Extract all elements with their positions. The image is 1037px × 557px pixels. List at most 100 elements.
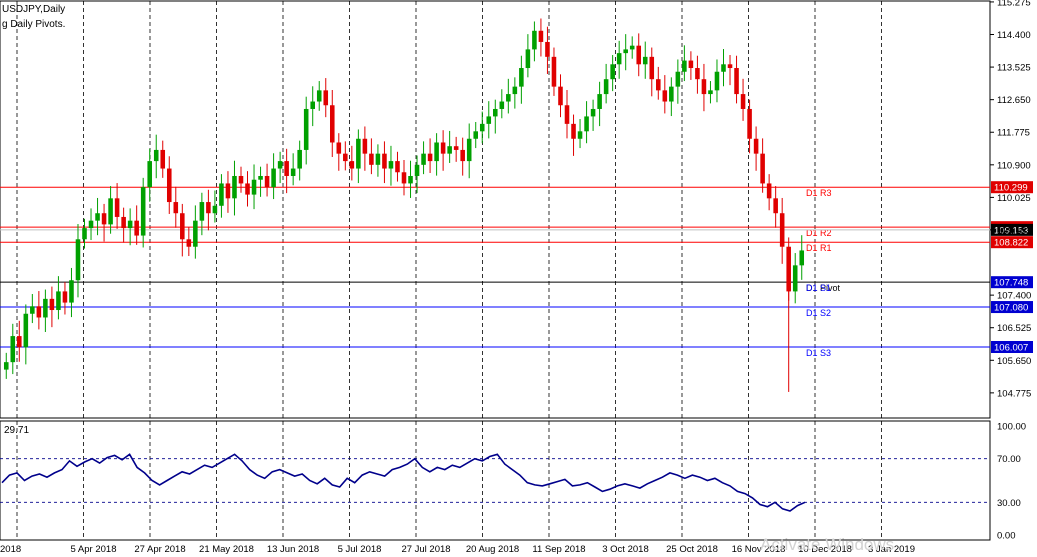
candle-body xyxy=(642,56,648,65)
candle-body xyxy=(427,153,433,162)
candle-body xyxy=(779,213,785,247)
candle-body xyxy=(10,336,16,363)
price-tick-label: 104.775 xyxy=(997,388,1031,399)
candle-body xyxy=(95,213,100,221)
candle-body xyxy=(356,138,361,169)
candle-body xyxy=(264,175,270,188)
candle-body xyxy=(493,108,498,117)
candle-body xyxy=(82,228,87,240)
candle-body xyxy=(466,138,472,162)
candle-body xyxy=(662,90,668,102)
price-tick-label: 110.900 xyxy=(997,160,1031,171)
candle-body xyxy=(479,123,485,132)
candle-body xyxy=(212,205,218,214)
candle-body xyxy=(303,108,309,150)
candle-body xyxy=(551,56,557,87)
candle-body xyxy=(88,220,94,229)
candle-body xyxy=(656,79,661,91)
candle-body xyxy=(180,213,185,240)
candle-body xyxy=(75,239,81,281)
candle-body xyxy=(206,202,211,214)
pivot-label: D1 S1 xyxy=(806,283,831,293)
rsi-scale-label: 0.00 xyxy=(997,531,1016,542)
candle-body xyxy=(616,53,622,65)
time-tick-label: 25 Oct 2018 xyxy=(666,544,718,555)
candle-body xyxy=(506,94,511,102)
candle-body xyxy=(193,220,198,247)
pivot-price-label: 106.007 xyxy=(994,342,1028,353)
candle-body xyxy=(284,161,289,176)
time-tick-label: 5 Jul 2018 xyxy=(338,544,382,555)
candle-body xyxy=(545,41,550,57)
candle-body xyxy=(701,79,707,95)
candle-body xyxy=(408,175,413,184)
candle-body xyxy=(297,149,302,169)
candle-body xyxy=(792,265,798,292)
pivot-price-label: 110.299 xyxy=(994,183,1028,194)
time-tick-label: 3 Oct 2018 xyxy=(602,544,648,555)
price-tick-label: 106.525 xyxy=(997,323,1031,334)
candle-body xyxy=(153,149,159,162)
candle-body xyxy=(108,198,113,225)
candle-body xyxy=(597,94,602,109)
candle-body xyxy=(69,280,74,303)
price-tick-label: 105.650 xyxy=(997,356,1031,367)
candle-body xyxy=(636,45,642,65)
candle-body xyxy=(766,183,772,199)
price-axis: 115.275 114.400 113.525 112.650 111.775 110.9… xyxy=(990,0,1031,399)
price-tick-label: 109.153 xyxy=(997,225,1031,236)
pivot-price-box xyxy=(991,301,1033,314)
time-tick-label: 10 Dec 2018 xyxy=(798,544,852,555)
candle-body xyxy=(669,86,674,102)
pivot-label: D1 S3 xyxy=(806,348,831,358)
candle-body xyxy=(695,68,700,80)
candle-body xyxy=(238,175,244,184)
candle-body xyxy=(708,90,713,95)
time-tick-label: 27 Jul 2018 xyxy=(401,544,450,555)
time-tick-label: 20 Aug 2018 xyxy=(466,544,519,555)
pivot-price-label: 108.822 xyxy=(994,238,1028,249)
candle-body xyxy=(245,183,250,195)
candle-body xyxy=(121,216,126,229)
candle-body xyxy=(258,175,263,180)
pivot-price-box xyxy=(991,236,1033,249)
candle-body xyxy=(56,291,61,311)
pivot-price-box xyxy=(991,181,1033,194)
candle-body xyxy=(747,108,752,139)
candle-body xyxy=(629,45,635,50)
candle-body xyxy=(343,153,348,162)
candle-body xyxy=(460,149,465,162)
candle-body xyxy=(232,175,237,199)
candle-body xyxy=(316,90,322,102)
price-tick-label: 107.400 xyxy=(997,291,1031,302)
price-tick-label: 114.400 xyxy=(997,30,1031,41)
time-tick-label: 16 Nov 2018 xyxy=(732,544,786,555)
candle-body xyxy=(532,30,537,50)
pivot-price-box xyxy=(991,276,1033,289)
candle-body xyxy=(310,101,315,109)
rsi-pane[interactable]: 100.00 70.00 30.00 0.00 xyxy=(0,420,1026,542)
main-chart-pane[interactable] xyxy=(0,0,991,419)
time-tick-label: 2018 xyxy=(0,544,21,555)
candle-body xyxy=(421,153,426,165)
candle-body xyxy=(329,105,335,143)
candle-body xyxy=(323,90,329,106)
candle-body xyxy=(277,161,283,169)
candle-body xyxy=(538,30,544,42)
candle-body xyxy=(401,172,407,184)
rsi-scale-label: 70.00 xyxy=(997,454,1021,465)
pivot-price-label: 107.080 xyxy=(994,303,1028,314)
candle-body xyxy=(349,161,355,169)
candle-body xyxy=(519,68,524,87)
candle-body xyxy=(114,198,120,217)
rsi-scale-label: 100.00 xyxy=(997,422,1026,433)
pivot-label: D1 R3 xyxy=(806,188,832,198)
candle-body xyxy=(395,161,400,173)
time-tick-label: 27 Apr 2018 xyxy=(134,544,185,555)
candle-body xyxy=(734,68,739,95)
candle-body xyxy=(290,168,296,176)
candle-body xyxy=(36,306,42,318)
time-tick-label: 21 May 2018 xyxy=(199,544,254,555)
